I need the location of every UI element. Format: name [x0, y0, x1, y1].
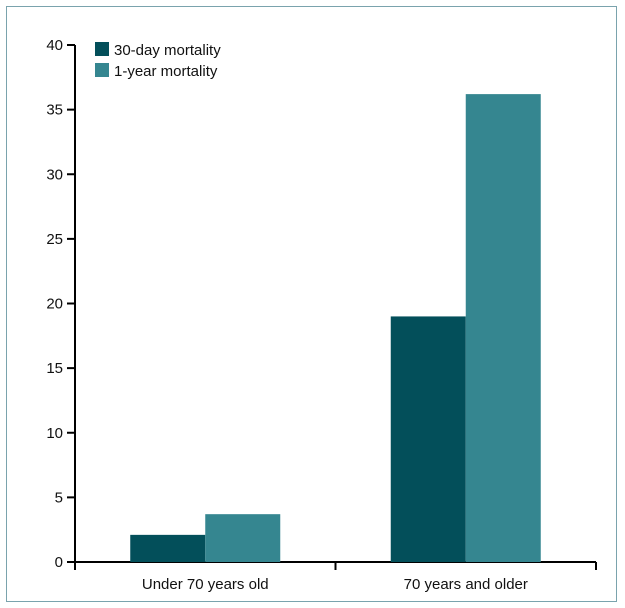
y-tick-label: 10 — [46, 425, 63, 442]
legend-label: 30-day mortality — [114, 42, 221, 59]
bar-30-day-0 — [130, 534, 206, 562]
y-tick-label: 40 — [46, 37, 63, 54]
x-category-label: Under 70 years old — [142, 576, 269, 593]
y-tick-label: 30 — [46, 166, 63, 183]
legend-swatch — [95, 63, 109, 77]
legend: 30-day mortality 1-year mortality — [95, 42, 221, 80]
bar-1-year-1 — [465, 94, 541, 563]
y-tick-label: 25 — [46, 231, 63, 248]
y-tick-label: 15 — [46, 360, 63, 377]
legend-swatch — [95, 42, 109, 56]
y-tick-label: 35 — [46, 102, 63, 119]
bar-1-year-0 — [205, 514, 281, 562]
y-tick-label: 20 — [46, 296, 63, 313]
bar-30-day-1 — [390, 316, 466, 562]
bars — [130, 94, 541, 563]
legend-label: 1-year mortality — [114, 63, 218, 80]
y-tick-label: 0 — [55, 554, 63, 571]
x-category-label: 70 years and older — [404, 576, 528, 593]
y-tick-label: 5 — [55, 489, 63, 506]
